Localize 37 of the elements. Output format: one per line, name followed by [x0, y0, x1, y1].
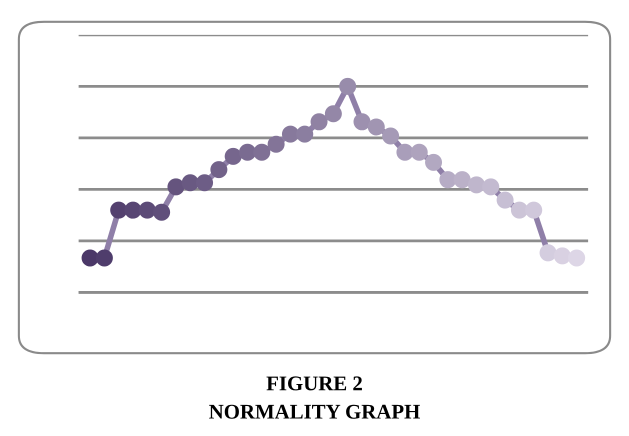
- text: FIGURE 2: [266, 376, 362, 390]
- point: [138, 202, 156, 219]
- point: [568, 249, 586, 266]
- point: [339, 78, 356, 95]
- point: [439, 171, 456, 188]
- point: [396, 144, 414, 161]
- point: [268, 136, 285, 153]
- point: [368, 118, 385, 136]
- point: [253, 144, 270, 161]
- point: [96, 249, 113, 266]
- point: [210, 161, 228, 178]
- point: [238, 144, 256, 161]
- point: [410, 144, 428, 161]
- point: [425, 154, 442, 171]
- point: [554, 247, 571, 264]
- point: [454, 171, 471, 188]
- point: [196, 174, 214, 192]
- point: [353, 113, 370, 130]
- point: [525, 202, 542, 219]
- point: [296, 126, 314, 143]
- point: [182, 174, 199, 192]
- point: [124, 202, 142, 219]
- point: [153, 204, 170, 221]
- point: [510, 202, 528, 219]
- point: [540, 244, 557, 262]
- point: [282, 126, 299, 143]
- point: [468, 176, 485, 194]
- point: [167, 178, 184, 196]
- point: [110, 202, 128, 219]
- point: [310, 113, 328, 130]
- point: [482, 178, 500, 196]
- point: [324, 105, 342, 122]
- point: [382, 128, 400, 145]
- point: [82, 249, 99, 266]
- point: [496, 192, 514, 209]
- point: [224, 148, 242, 165]
- text: NORMALITY GRAPH: [209, 404, 420, 419]
